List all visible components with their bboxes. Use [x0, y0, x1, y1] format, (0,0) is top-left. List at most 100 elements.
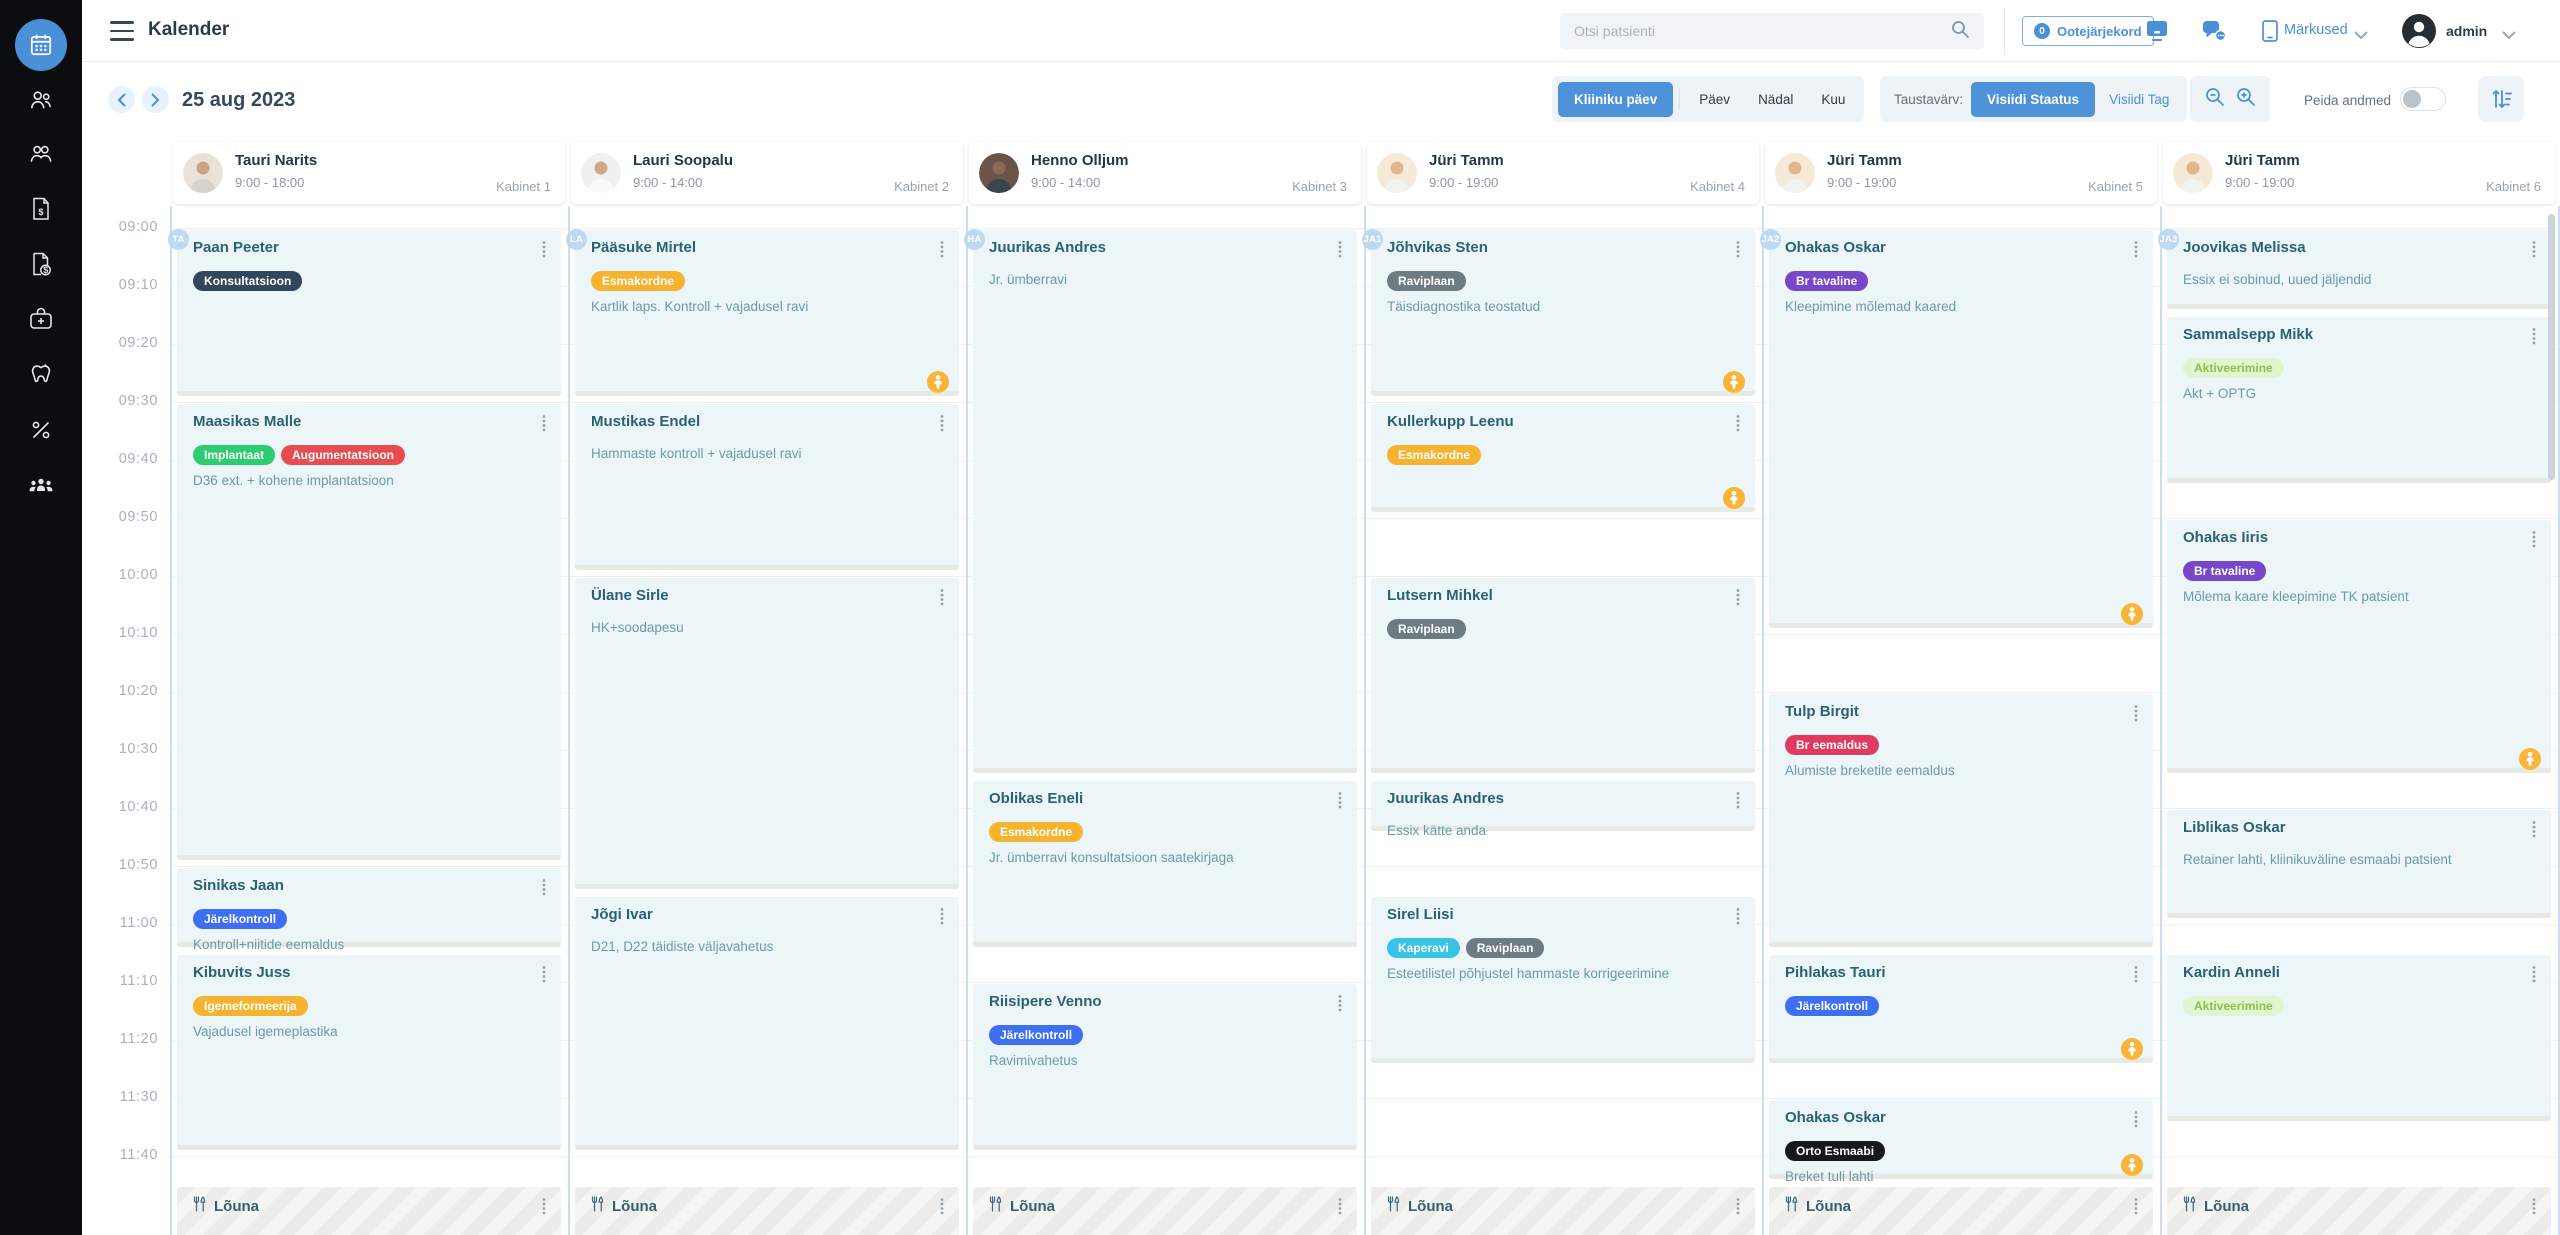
kebab-menu-icon[interactable] — [2530, 327, 2538, 351]
kebab-menu-icon[interactable] — [938, 588, 946, 612]
display-screen-icon[interactable] — [2144, 19, 2170, 48]
appointment-card[interactable]: Ohakas Oskar Orto Esmaabi Breket tuli laht… — [1769, 1100, 2153, 1184]
vertical-scrollbar[interactable] — [2548, 214, 2555, 480]
kebab-menu-icon[interactable] — [2132, 1110, 2140, 1134]
appointment-card[interactable]: Liblikas Oskar Retainer lahti, kliinikuvä… — [2167, 810, 2551, 918]
sidebar-item-patients-icon[interactable] — [19, 78, 63, 122]
notes-dropdown[interactable]: Märkused — [2284, 22, 2348, 38]
user-name[interactable]: admin — [2446, 23, 2488, 39]
kebab-menu-icon[interactable] — [2132, 704, 2140, 728]
hide-data-toggle[interactable] — [2400, 87, 2446, 111]
doctor-column-header[interactable]: Jüri Tamm 9:00 - 19:00 Kabinet 5 — [1765, 142, 2157, 204]
prev-day-button[interactable] — [108, 86, 135, 113]
lunch-block[interactable]: Lõuna — [1371, 1187, 1755, 1235]
appointment-card[interactable]: Lutsern Mihkel Raviplaan — [1371, 578, 1755, 773]
appointment-card[interactable]: Oblikas Eneli Esmakordne Jr. ümberravi kon… — [973, 781, 1357, 947]
sidebar-item-billing-icon[interactable]: $ — [19, 242, 63, 286]
doctor-column-header[interactable]: Jüri Tamm 9:00 - 19:00 Kabinet 4 — [1367, 142, 1759, 204]
chevron-down-icon[interactable] — [2354, 27, 2368, 45]
kebab-menu-icon[interactable] — [938, 907, 946, 931]
kebab-menu-icon[interactable] — [1734, 907, 1742, 931]
kebab-menu-icon[interactable] — [1734, 588, 1742, 612]
kebab-menu-icon[interactable] — [540, 240, 548, 264]
kebab-menu-icon[interactable] — [540, 965, 548, 989]
sidebar-item-discount-icon[interactable] — [19, 408, 63, 452]
kebab-menu-icon[interactable] — [2530, 965, 2538, 989]
schedule-grid[interactable]: 09:00 09:10 09:20 09:30 09:40 09:50 10:00 10:10… — [82, 206, 2560, 1235]
sidebar-item-medkit-icon[interactable] — [19, 297, 63, 341]
kebab-menu-icon[interactable] — [1336, 1197, 1344, 1221]
next-day-button[interactable] — [142, 86, 169, 113]
appointment-card[interactable]: Ohakas Oskar Br tavaline Kleepimine mõlema… — [1760, 229, 2153, 628]
bg-visit-status-button[interactable]: Visiidi Staatus — [1971, 81, 2096, 117]
doctor-column-header[interactable]: Jüri Tamm 9:00 - 19:00 Kabinet 6 — [2163, 142, 2555, 204]
sidebar-item-dental-icon[interactable] — [19, 353, 63, 397]
appointment-card[interactable]: Pihlakas Tauri Järelkontroll — [1769, 955, 2153, 1063]
kebab-menu-icon[interactable] — [2132, 240, 2140, 264]
lunch-block[interactable]: Lõuna — [973, 1187, 1357, 1235]
filter-settings-button[interactable] — [2478, 76, 2524, 122]
kebab-menu-icon[interactable] — [2132, 1197, 2140, 1221]
appointment-card[interactable]: Jõhvikas Sten Raviplaan Täisdiagnostika te… — [1362, 229, 1755, 396]
kebab-menu-icon[interactable] — [540, 1197, 548, 1221]
appointment-card[interactable]: Mustikas Endel Hammaste kontroll + vajadu… — [575, 404, 959, 570]
queue-button[interactable]: 0 Ootejärjekord — [2022, 16, 2154, 46]
zoom-out-icon[interactable] — [2204, 86, 2225, 112]
kebab-menu-icon[interactable] — [2530, 820, 2538, 844]
appointment-card[interactable]: Sirel Liisi Kaperavi Raviplaan Esteetiliste… — [1371, 897, 1755, 1063]
zoom-in-icon[interactable] — [2235, 86, 2256, 112]
kebab-menu-icon[interactable] — [1336, 994, 1344, 1018]
appointment-card[interactable]: Paan Peeter Konsultatsioon TA — [168, 229, 561, 396]
appointment-card[interactable]: Kibuvits Juss Igemeformeerija Vajadusel ig… — [177, 955, 561, 1150]
kebab-menu-icon[interactable] — [1734, 791, 1742, 815]
lunch-block[interactable]: Lõuna — [1769, 1187, 2153, 1235]
kebab-menu-icon[interactable] — [2530, 530, 2538, 554]
lunch-block[interactable]: Lõuna — [575, 1187, 959, 1235]
view-week-button[interactable]: Nädal — [1758, 91, 1794, 107]
appointment-card[interactable]: Juurikas Andres Essix kätte anda — [1371, 781, 1755, 838]
kebab-menu-icon[interactable] — [540, 878, 548, 902]
kebab-menu-icon[interactable] — [2132, 965, 2140, 989]
kebab-menu-icon[interactable] — [1734, 240, 1742, 264]
view-clinic-day-button[interactable]: Kliiniku päev — [1558, 81, 1674, 117]
kebab-menu-icon[interactable] — [1336, 240, 1344, 264]
view-month-button[interactable]: Kuu — [1821, 91, 1846, 107]
menu-icon[interactable] — [110, 21, 134, 41]
appointment-card[interactable]: Sammalsepp Mikk Aktiveerimine Akt + OPTG — [2167, 317, 2551, 483]
view-day-button[interactable]: Päev — [1699, 91, 1731, 107]
bg-visit-tag-button[interactable]: Visiidi Tag — [2109, 91, 2170, 107]
kebab-menu-icon[interactable] — [2530, 1197, 2538, 1221]
chat-icon[interactable] — [2200, 19, 2227, 48]
appointment-card[interactable]: Tulp Birgit Br eemaldus Alumiste breketite… — [1769, 694, 2153, 947]
appointment-card[interactable]: Jõgi Ivar D21, D22 täidiste väljavahetus — [575, 897, 959, 1150]
sidebar-item-contacts-icon[interactable] — [19, 132, 63, 176]
kebab-menu-icon[interactable] — [1734, 414, 1742, 438]
search-input[interactable]: Otsi patsienti — [1560, 13, 1984, 49]
appointment-card[interactable]: Sinikas Jaan Järelkontroll Kontroll+niitid… — [177, 868, 561, 952]
appointment-card[interactable]: Kardin Anneli Aktiveerimine — [2167, 955, 2551, 1121]
notes-tablet-icon[interactable] — [2260, 19, 2280, 48]
appointment-card[interactable]: Kullerkupp Leenu Esmakordne — [1371, 404, 1755, 512]
appointment-card[interactable]: Joovikas Melissa Essix ei sobinud, uued j… — [2158, 229, 2551, 309]
appointment-card[interactable]: Riisipere Venno Järelkontroll Ravimivahetu… — [973, 984, 1357, 1150]
doctor-column-header[interactable]: Lauri Soopalu 9:00 - 14:00 Kabinet 2 — [571, 142, 963, 204]
kebab-menu-icon[interactable] — [938, 1197, 946, 1221]
user-chevron-down-icon[interactable] — [2502, 27, 2516, 45]
appointment-card[interactable]: Ohakas Iiris Br tavaline Mõlema kaare klee… — [2167, 520, 2551, 773]
appointment-card[interactable]: Maasikas Malle Implantaat Augumentatsioon D… — [177, 404, 561, 860]
doctor-column-header[interactable]: Henno Olljum 9:00 - 14:00 Kabinet 3 — [969, 142, 1361, 204]
kebab-menu-icon[interactable] — [1734, 1197, 1742, 1221]
appointment-card[interactable]: Pääsuke Mirtel Esmakordne Kartlik laps. Ko… — [566, 229, 959, 396]
kebab-menu-icon[interactable] — [1336, 791, 1344, 815]
sidebar-item-team-icon[interactable] — [19, 464, 63, 508]
kebab-menu-icon[interactable] — [938, 414, 946, 438]
sidebar-item-calendar-icon[interactable] — [15, 19, 67, 71]
appointment-card[interactable]: Juurikas Andres Jr. ümberravi HA — [964, 229, 1357, 773]
lunch-block[interactable]: Lõuna — [2167, 1187, 2551, 1235]
kebab-menu-icon[interactable] — [540, 414, 548, 438]
appointment-card[interactable]: Ülane Sirle HK+soodapesu — [575, 578, 959, 889]
doctor-column-header[interactable]: Tauri Narits 9:00 - 18:00 Kabinet 1 — [173, 142, 565, 204]
kebab-menu-icon[interactable] — [2530, 240, 2538, 264]
lunch-block[interactable]: Lõuna — [177, 1187, 561, 1235]
sidebar-item-invoice-icon[interactable]: $ — [19, 187, 63, 231]
